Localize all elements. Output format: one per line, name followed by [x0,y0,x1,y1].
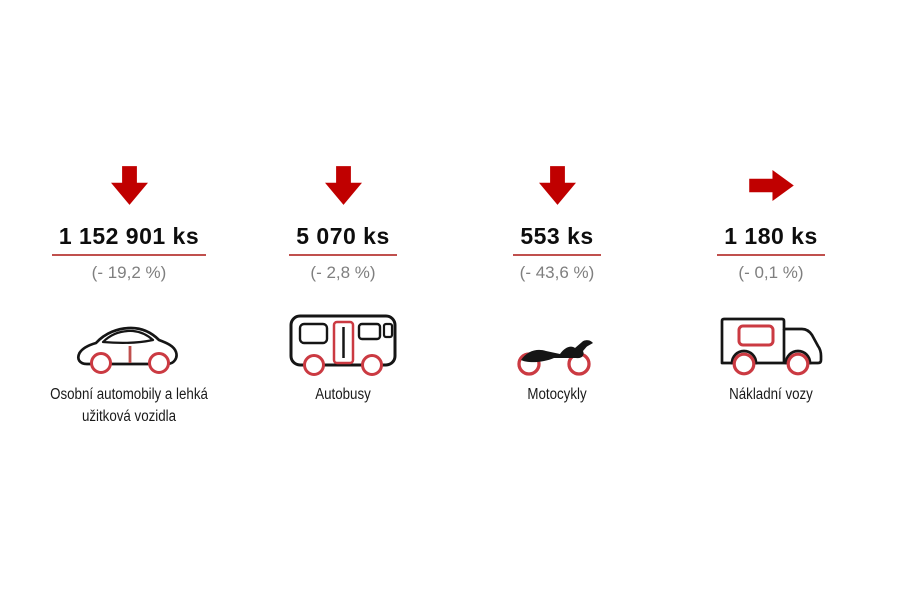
change-percent: (- 19,2 %) [91,263,167,282]
vehicle-count: 5 070 ks [289,223,397,256]
stat-columns-row: 1 152 901 ks (- 19,2 %) Osobní automobil… [22,163,878,429]
bus-icon [287,295,399,377]
category-label: Autobusy [315,386,371,403]
stat-column-trucks: 1 180 ks (- 0,1 %) Nákladní vozy [664,163,878,429]
arrow-right-icon [748,163,795,207]
vehicle-count: 1 180 ks [717,223,825,256]
arrow-down-icon [538,163,576,207]
stat-column-motorcycles: 553 ks (- 43,6 %) Motocykly [450,163,664,429]
vehicle-count: 1 152 901 ks [51,223,207,256]
car-icon [73,295,185,377]
category-label: Nákladní vozy [729,386,813,403]
count-wrap: 1 152 901 ks [51,223,207,256]
truck-icon [715,295,827,377]
motorcycle-icon [513,295,601,377]
count-wrap: 1 180 ks [717,223,825,256]
arrow-down-icon [110,163,148,207]
category-label: Osobní automobily a lehká užitková vozid… [50,386,208,426]
count-wrap: 5 070 ks [289,223,397,256]
arrow-down-icon [324,163,362,207]
stat-column-buses: 5 070 ks (- 2,8 %) Autobusy [236,163,450,429]
change-percent: (- 43,6 %) [519,263,595,282]
count-wrap: 553 ks [513,223,601,256]
stat-column-trailers: 26 447 ks (+ 0,8 %) Přívěsy a návěsy [878,163,900,429]
category-label: Přívěsy a návěsy [893,384,900,406]
vehicle-count: 553 ks [513,223,601,256]
change-percent: (- 2,8 %) [310,263,376,282]
category-label: Motocykly [527,386,587,403]
change-percent: (- 0,1 %) [738,263,804,282]
stat-column-cars: 1 152 901 ks (- 19,2 %) Osobní automobil… [22,163,236,429]
